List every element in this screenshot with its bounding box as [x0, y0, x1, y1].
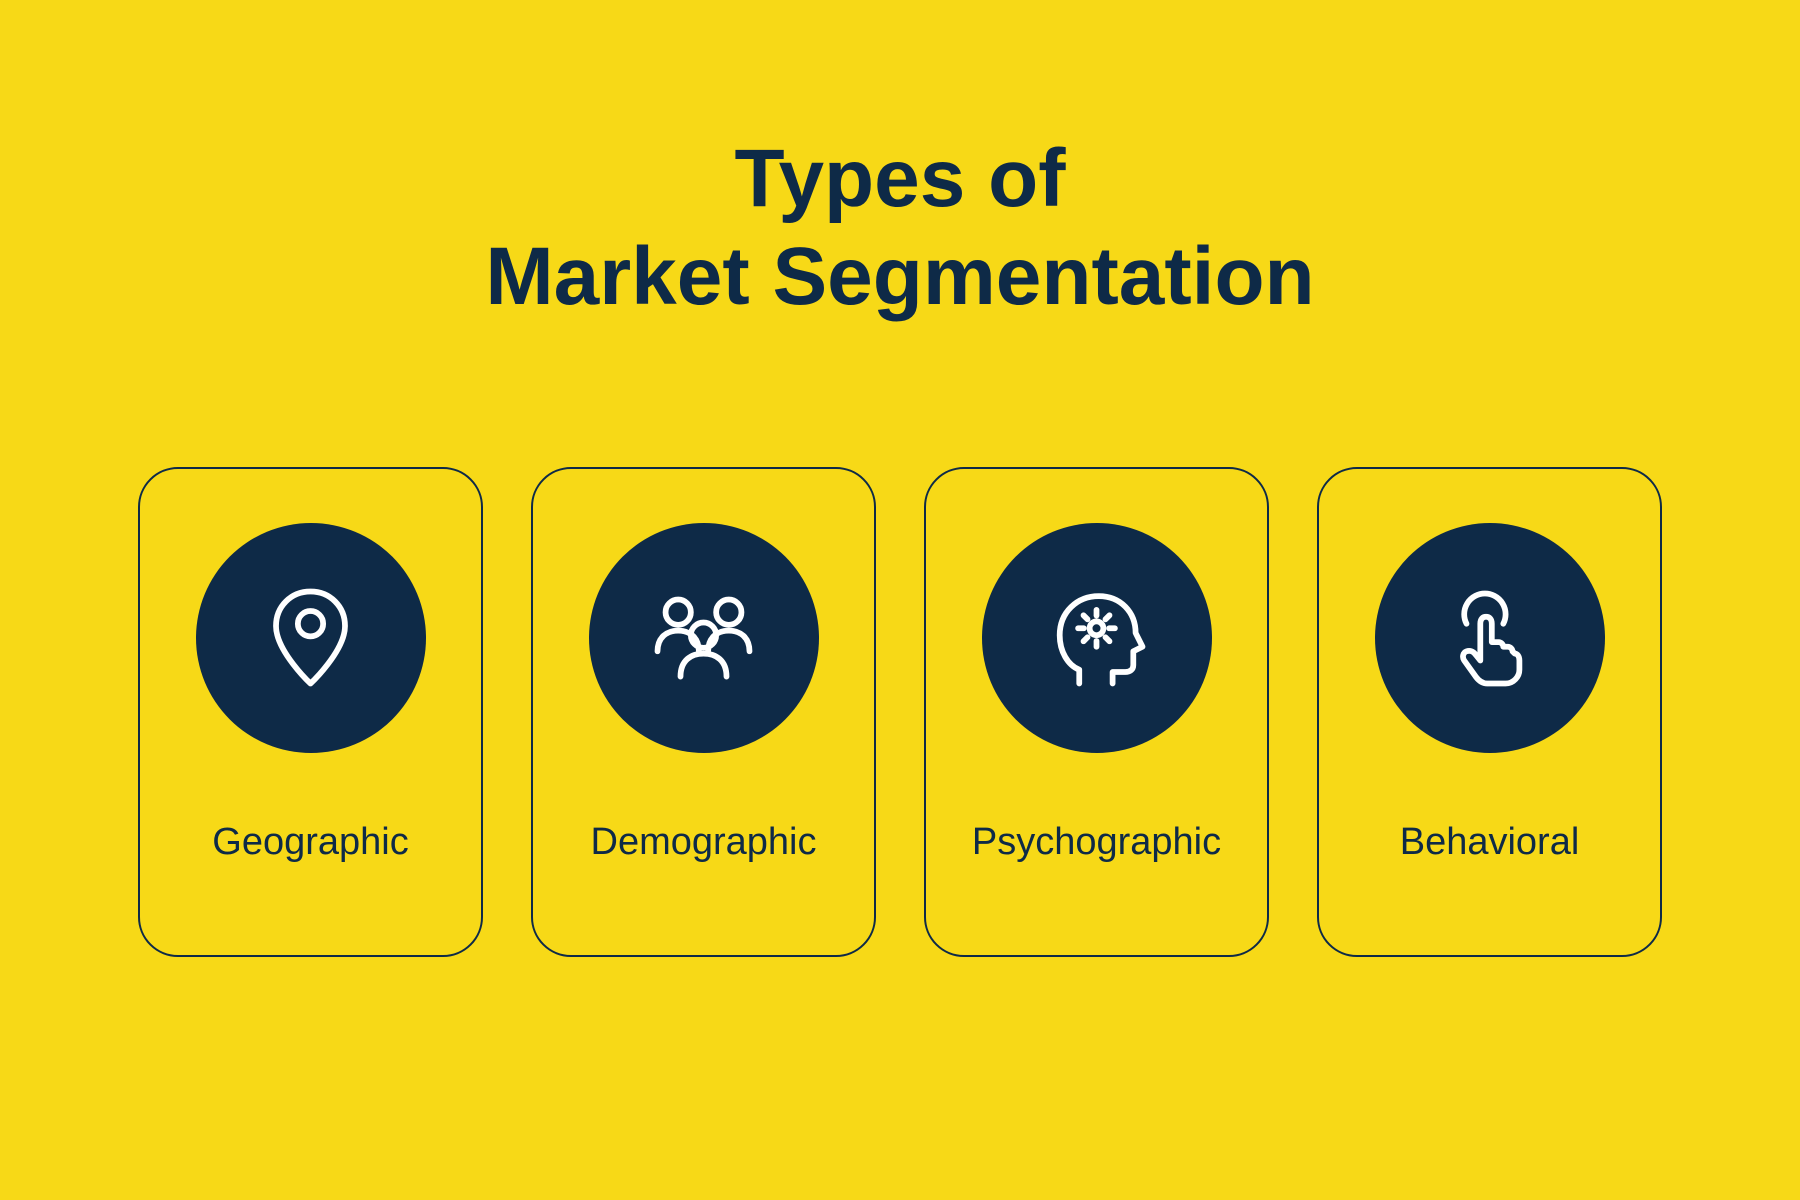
pin-icon: [253, 580, 368, 695]
card-behavioral: Behavioral: [1317, 467, 1662, 957]
card-psychographic: Psychographic: [924, 467, 1269, 957]
card-label: Behavioral: [1400, 821, 1580, 864]
cards-row: Geographic Demographic: [138, 467, 1662, 957]
card-label: Demographic: [591, 821, 817, 864]
icon-circle: [589, 523, 819, 753]
icon-circle: [982, 523, 1212, 753]
card-geographic: Geographic: [138, 467, 483, 957]
card-label: Psychographic: [972, 821, 1221, 864]
icon-circle: [196, 523, 426, 753]
card-demographic: Demographic: [531, 467, 876, 957]
title-line-2: Market Segmentation: [485, 228, 1314, 326]
title-line-1: Types of: [485, 130, 1314, 228]
card-label: Geographic: [212, 821, 408, 864]
touch-icon: [1432, 580, 1547, 695]
head-gear-icon: [1039, 580, 1154, 695]
people-icon: [646, 580, 761, 695]
icon-circle: [1375, 523, 1605, 753]
page-title: Types of Market Segmentation: [485, 130, 1314, 327]
